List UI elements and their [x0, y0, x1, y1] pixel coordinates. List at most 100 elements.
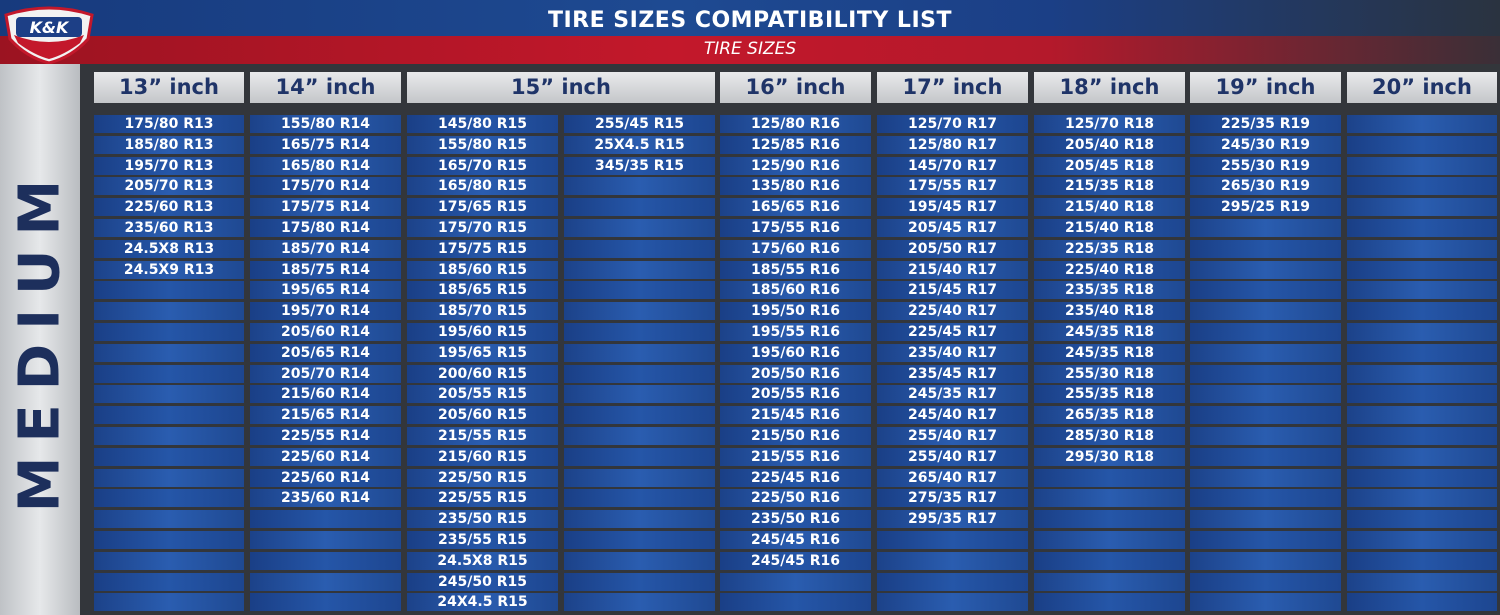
- tire-size-cell: 205/70 R13: [94, 177, 244, 195]
- tire-size-cell: 295/35 R17: [877, 510, 1028, 528]
- tire-size-cell: 225/40 R17: [877, 302, 1028, 320]
- empty-cell: [564, 219, 715, 237]
- empty-cell: [94, 510, 244, 528]
- tire-size-cell: 225/60 R14: [250, 469, 401, 487]
- logo-text: K&K: [30, 18, 70, 37]
- empty-cell: [1034, 489, 1185, 507]
- empty-cell: [720, 593, 871, 611]
- empty-cell: [1347, 489, 1497, 507]
- empty-cell: [1347, 531, 1497, 549]
- empty-cell: [1034, 531, 1185, 549]
- tire-size-cell: 205/45 R17: [877, 219, 1028, 237]
- empty-cell: [1347, 593, 1497, 611]
- empty-cell: [564, 469, 715, 487]
- tire-size-cell: 245/35 R18: [1034, 344, 1185, 362]
- empty-cell: [1190, 261, 1341, 279]
- title-banner: TIRE SIZES COMPATIBILITY LIST TIRE SIZES: [0, 0, 1500, 64]
- tire-size-cell: 205/55 R15: [407, 385, 558, 403]
- empty-cell: [877, 552, 1028, 570]
- tire-size-cell: 255/40 R17: [877, 448, 1028, 466]
- side-label-medium: MEDIUM: [7, 165, 73, 513]
- tire-size-cell: 175/65 R15: [407, 198, 558, 216]
- empty-cell: [94, 531, 244, 549]
- tire-size-cell: 25X4.5 R15: [564, 136, 715, 154]
- empty-cell: [1190, 552, 1341, 570]
- tire-size-cell: 24.5X8 R13: [94, 240, 244, 258]
- tire-size-cell: 175/75 R15: [407, 240, 558, 258]
- empty-cell: [1190, 365, 1341, 383]
- tire-size-cell: 235/60 R14: [250, 489, 401, 507]
- tire-size-cell: 145/70 R17: [877, 157, 1028, 175]
- tire-size-cell: 215/45 R16: [720, 406, 871, 424]
- tire-size-cell: 165/65 R16: [720, 198, 871, 216]
- empty-cell: [1347, 469, 1497, 487]
- tire-size-cell: 235/55 R15: [407, 531, 558, 549]
- tire-size-cell: 185/55 R16: [720, 261, 871, 279]
- empty-cell: [94, 469, 244, 487]
- empty-cell: [1190, 573, 1341, 591]
- empty-cell: [94, 385, 244, 403]
- tire-size-cell: 125/70 R18: [1034, 115, 1185, 133]
- empty-cell: [1347, 261, 1497, 279]
- empty-cell: [1347, 427, 1497, 445]
- tire-size-cell: 195/60 R15: [407, 323, 558, 341]
- empty-cell: [250, 510, 401, 528]
- empty-cell: [1347, 365, 1497, 383]
- tire-size-cell: 215/40 R17: [877, 261, 1028, 279]
- empty-cell: [250, 531, 401, 549]
- empty-cell: [1347, 136, 1497, 154]
- page-title: TIRE SIZES COMPATIBILITY LIST: [547, 8, 952, 33]
- empty-cell: [1347, 573, 1497, 591]
- tire-size-cell: 175/55 R17: [877, 177, 1028, 195]
- tire-size-cell: 245/35 R17: [877, 385, 1028, 403]
- tire-size-cell: 200/60 R15: [407, 365, 558, 383]
- empty-cell: [94, 448, 244, 466]
- tire-size-cell: 185/60 R15: [407, 261, 558, 279]
- tire-size-cell: 235/50 R16: [720, 510, 871, 528]
- empty-cell: [94, 489, 244, 507]
- tire-size-cell: 175/70 R14: [250, 177, 401, 195]
- empty-cell: [1190, 323, 1341, 341]
- empty-cell: [564, 573, 715, 591]
- empty-cell: [564, 281, 715, 299]
- empty-cell: [94, 344, 244, 362]
- empty-cell: [94, 427, 244, 445]
- tire-size-cell: 205/60 R14: [250, 323, 401, 341]
- empty-cell: [1190, 469, 1341, 487]
- empty-cell: [1190, 427, 1341, 445]
- tire-size-cell: 275/35 R17: [877, 489, 1028, 507]
- tire-size-cell: 185/65 R15: [407, 281, 558, 299]
- tire-size-cell: 215/60 R14: [250, 385, 401, 403]
- empty-cell: [564, 552, 715, 570]
- tire-size-cell: 125/80 R17: [877, 136, 1028, 154]
- tire-size-cell: 235/40 R17: [877, 344, 1028, 362]
- tire-size-cell: 175/75 R14: [250, 198, 401, 216]
- empty-cell: [1347, 552, 1497, 570]
- tire-size-cell: 185/80 R13: [94, 136, 244, 154]
- tire-size-cell: 195/70 R14: [250, 302, 401, 320]
- column-header: 15” inch: [407, 72, 715, 103]
- empty-cell: [564, 531, 715, 549]
- column-header: 16” inch: [720, 72, 871, 103]
- tire-size-cell: 205/50 R16: [720, 365, 871, 383]
- tire-size-cell: 165/70 R15: [407, 157, 558, 175]
- empty-cell: [564, 510, 715, 528]
- empty-cell: [1347, 198, 1497, 216]
- tire-size-cell: 235/60 R13: [94, 219, 244, 237]
- empty-cell: [250, 593, 401, 611]
- empty-cell: [1347, 302, 1497, 320]
- column-header: 14” inch: [250, 72, 401, 103]
- tire-size-cell: 24.5X9 R13: [94, 261, 244, 279]
- empty-cell: [1347, 219, 1497, 237]
- tire-size-cell: 205/45 R18: [1034, 157, 1185, 175]
- tire-size-cell: 265/40 R17: [877, 469, 1028, 487]
- tire-size-cell: 195/45 R17: [877, 198, 1028, 216]
- tire-size-cell: 205/40 R18: [1034, 136, 1185, 154]
- tire-size-cell: 245/30 R19: [1190, 136, 1341, 154]
- empty-cell: [94, 281, 244, 299]
- tire-size-cell: 195/70 R13: [94, 157, 244, 175]
- empty-cell: [564, 427, 715, 445]
- empty-cell: [564, 302, 715, 320]
- tire-size-cell: 245/40 R17: [877, 406, 1028, 424]
- empty-cell: [877, 573, 1028, 591]
